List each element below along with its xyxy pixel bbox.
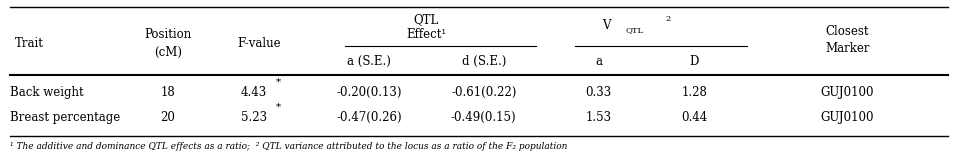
Text: a: a: [595, 55, 602, 68]
Text: 0.44: 0.44: [681, 111, 707, 124]
Text: 4.43: 4.43: [241, 86, 267, 99]
Text: -0.20(0.13): -0.20(0.13): [336, 86, 401, 99]
Text: V: V: [602, 19, 610, 32]
Text: d (S.E.): d (S.E.): [462, 55, 506, 68]
Text: Back weight: Back weight: [11, 86, 84, 99]
Text: a (S.E.): a (S.E.): [347, 55, 391, 68]
Text: Closest: Closest: [826, 25, 869, 38]
Text: 1.28: 1.28: [681, 86, 707, 99]
Text: D: D: [690, 55, 699, 68]
Text: *: *: [276, 103, 281, 112]
Text: (cM): (cM): [154, 46, 182, 59]
Text: -0.47(0.26): -0.47(0.26): [336, 111, 401, 124]
Text: 0.33: 0.33: [585, 86, 612, 99]
Text: F-value: F-value: [238, 37, 281, 50]
Text: 1.53: 1.53: [585, 111, 611, 124]
Text: Breast percentage: Breast percentage: [11, 111, 121, 124]
Text: Effect¹: Effect¹: [406, 28, 446, 41]
Text: GUJ0100: GUJ0100: [821, 111, 874, 124]
Text: 18: 18: [161, 86, 175, 99]
Text: ¹ The additive and dominance QTL effects as a ratio;  ² QTL variance attributed : ¹ The additive and dominance QTL effects…: [11, 142, 568, 150]
Text: Trait: Trait: [15, 37, 44, 50]
Text: GUJ0100: GUJ0100: [821, 86, 874, 99]
Text: Marker: Marker: [825, 42, 870, 55]
Text: -0.61(0.22): -0.61(0.22): [451, 86, 516, 99]
Text: *: *: [276, 77, 281, 86]
Text: 2: 2: [666, 15, 671, 23]
Text: QTL: QTL: [414, 13, 439, 26]
Text: QTL: QTL: [626, 26, 644, 35]
Text: Position: Position: [145, 28, 192, 41]
Text: 5.23: 5.23: [241, 111, 267, 124]
Text: 20: 20: [161, 111, 175, 124]
Text: -0.49(0.15): -0.49(0.15): [451, 111, 516, 124]
